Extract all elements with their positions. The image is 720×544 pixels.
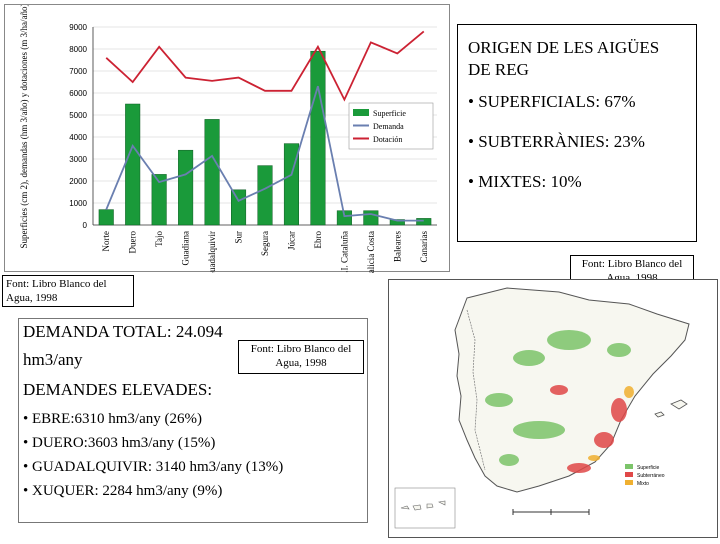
bar-superficie bbox=[151, 174, 167, 226]
bar-superficie bbox=[257, 165, 273, 226]
demanda-item-duero: • DUERO:3603 hm3/any (15%) bbox=[23, 435, 216, 451]
y-tick-label: 4000 bbox=[69, 133, 87, 142]
y-tick-label: 6000 bbox=[69, 89, 87, 98]
x-tick-label: Sur bbox=[234, 231, 244, 244]
x-tick-label: Duero bbox=[128, 231, 138, 254]
bar-superficie bbox=[389, 219, 405, 226]
x-tick-label: Segura bbox=[260, 231, 270, 256]
y-tick-label: 7000 bbox=[69, 67, 87, 76]
bar-superficie bbox=[416, 218, 432, 226]
map-legend: Superficie Subterráneo Mixto bbox=[625, 464, 665, 487]
x-tick-label: Guadalquivir bbox=[207, 231, 217, 273]
demanda-unit: hm3/any bbox=[23, 350, 83, 369]
x-tick-label: Baleares bbox=[392, 231, 402, 262]
bar-superficie bbox=[204, 119, 220, 226]
origen-bullet-superficials: • SUPERFICIALS: 67% bbox=[468, 92, 636, 111]
origen-box: ORIGEN DE LES AIGÜES DE REG • SUPERFICIA… bbox=[457, 24, 697, 242]
x-tick-label: Norte bbox=[101, 231, 111, 252]
demanda-source-note: Font: Libro Blanco del Agua, 1998 bbox=[238, 340, 364, 374]
x-tick-label: Galicia Costa bbox=[366, 231, 376, 273]
y-tick-label: 3000 bbox=[69, 155, 87, 164]
legend-label: Superficie bbox=[373, 109, 406, 118]
line-dotacin bbox=[105, 30, 425, 102]
peninsula-outline bbox=[454, 287, 690, 493]
map-legend-mixto: Mixto bbox=[637, 481, 649, 487]
spain-irrigation-map: Superficie Subterráneo Mixto bbox=[388, 279, 718, 538]
y-tick-label: 5000 bbox=[69, 111, 87, 120]
x-tick-label: Tajo bbox=[154, 231, 164, 247]
chart-source-note: Font: Libro Blanco del Agua, 1998 bbox=[2, 275, 134, 307]
bar-superficie bbox=[125, 103, 141, 226]
surface-irrigation-zones bbox=[485, 330, 631, 466]
bar-superficie bbox=[336, 210, 352, 226]
origen-title: ORIGEN DE LES AIGÜES DE REG bbox=[468, 38, 660, 79]
bar-superficie bbox=[178, 149, 194, 226]
origen-bullet-subterranies: • SUBTERRÀNIES: 23% bbox=[468, 132, 645, 151]
bar-superficie bbox=[231, 189, 247, 226]
map-scale-bar bbox=[512, 509, 590, 515]
legend-label: Demanda bbox=[373, 122, 404, 131]
legend-label: Dotación bbox=[373, 135, 402, 144]
canary-inset bbox=[394, 487, 456, 529]
map-legend-subterraneo: Subterráneo bbox=[637, 473, 665, 479]
map-graphic: Superficie Subterráneo Mixto bbox=[394, 287, 690, 529]
x-tick-label: Júcar bbox=[286, 231, 296, 250]
groundwater-irrigation-zones bbox=[550, 385, 627, 473]
y-tick-label: 1000 bbox=[69, 199, 87, 208]
map-legend-superficie: Superficie bbox=[637, 465, 659, 471]
legend-swatch bbox=[353, 109, 369, 116]
demanda-item-guadalquivir: • GUADALQUIVIR: 3140 hm3/any (13%) bbox=[23, 459, 284, 475]
bar-superficie bbox=[310, 50, 326, 226]
x-tick-label: Guadiana bbox=[181, 231, 191, 265]
irrigation-chart-panel: Superficies (cm 2), demandas (hm 3/año) … bbox=[4, 4, 450, 273]
portugal-border bbox=[466, 309, 486, 471]
y-tick-label: 9000 bbox=[69, 23, 87, 32]
origen-bullet-mixtes: • MIXTES: 10% bbox=[468, 172, 582, 191]
demandes-heading: DEMANDES ELEVADES: bbox=[23, 380, 213, 399]
x-tick-label: Ebro bbox=[313, 231, 323, 249]
y-tick-label: 0 bbox=[83, 221, 88, 230]
x-tick-label: C.I. Cataluña bbox=[339, 231, 349, 273]
y-axis-label: Superficies (cm 2), demandas (hm 3/año) … bbox=[19, 5, 29, 248]
y-tick-label: 2000 bbox=[69, 177, 87, 186]
y-tick-label: 8000 bbox=[69, 45, 87, 54]
bar-superficie bbox=[363, 210, 379, 226]
mixed-irrigation-zones bbox=[588, 386, 634, 461]
demanda-item-ebre: • EBRE:6310 hm3/any (26%) bbox=[23, 411, 202, 427]
demanda-total: DEMANDA TOTAL: 24.094 bbox=[23, 322, 223, 341]
line-demanda bbox=[105, 85, 424, 222]
balearic-islands bbox=[654, 399, 688, 418]
demanda-item-xuquer: • XUQUER: 2284 hm3/any (9%) bbox=[23, 483, 223, 499]
x-tick-label: Canarias bbox=[419, 231, 429, 263]
bar-superficie bbox=[98, 209, 114, 226]
irrigation-chart: Superficies (cm 2), demandas (hm 3/año) … bbox=[19, 5, 437, 273]
